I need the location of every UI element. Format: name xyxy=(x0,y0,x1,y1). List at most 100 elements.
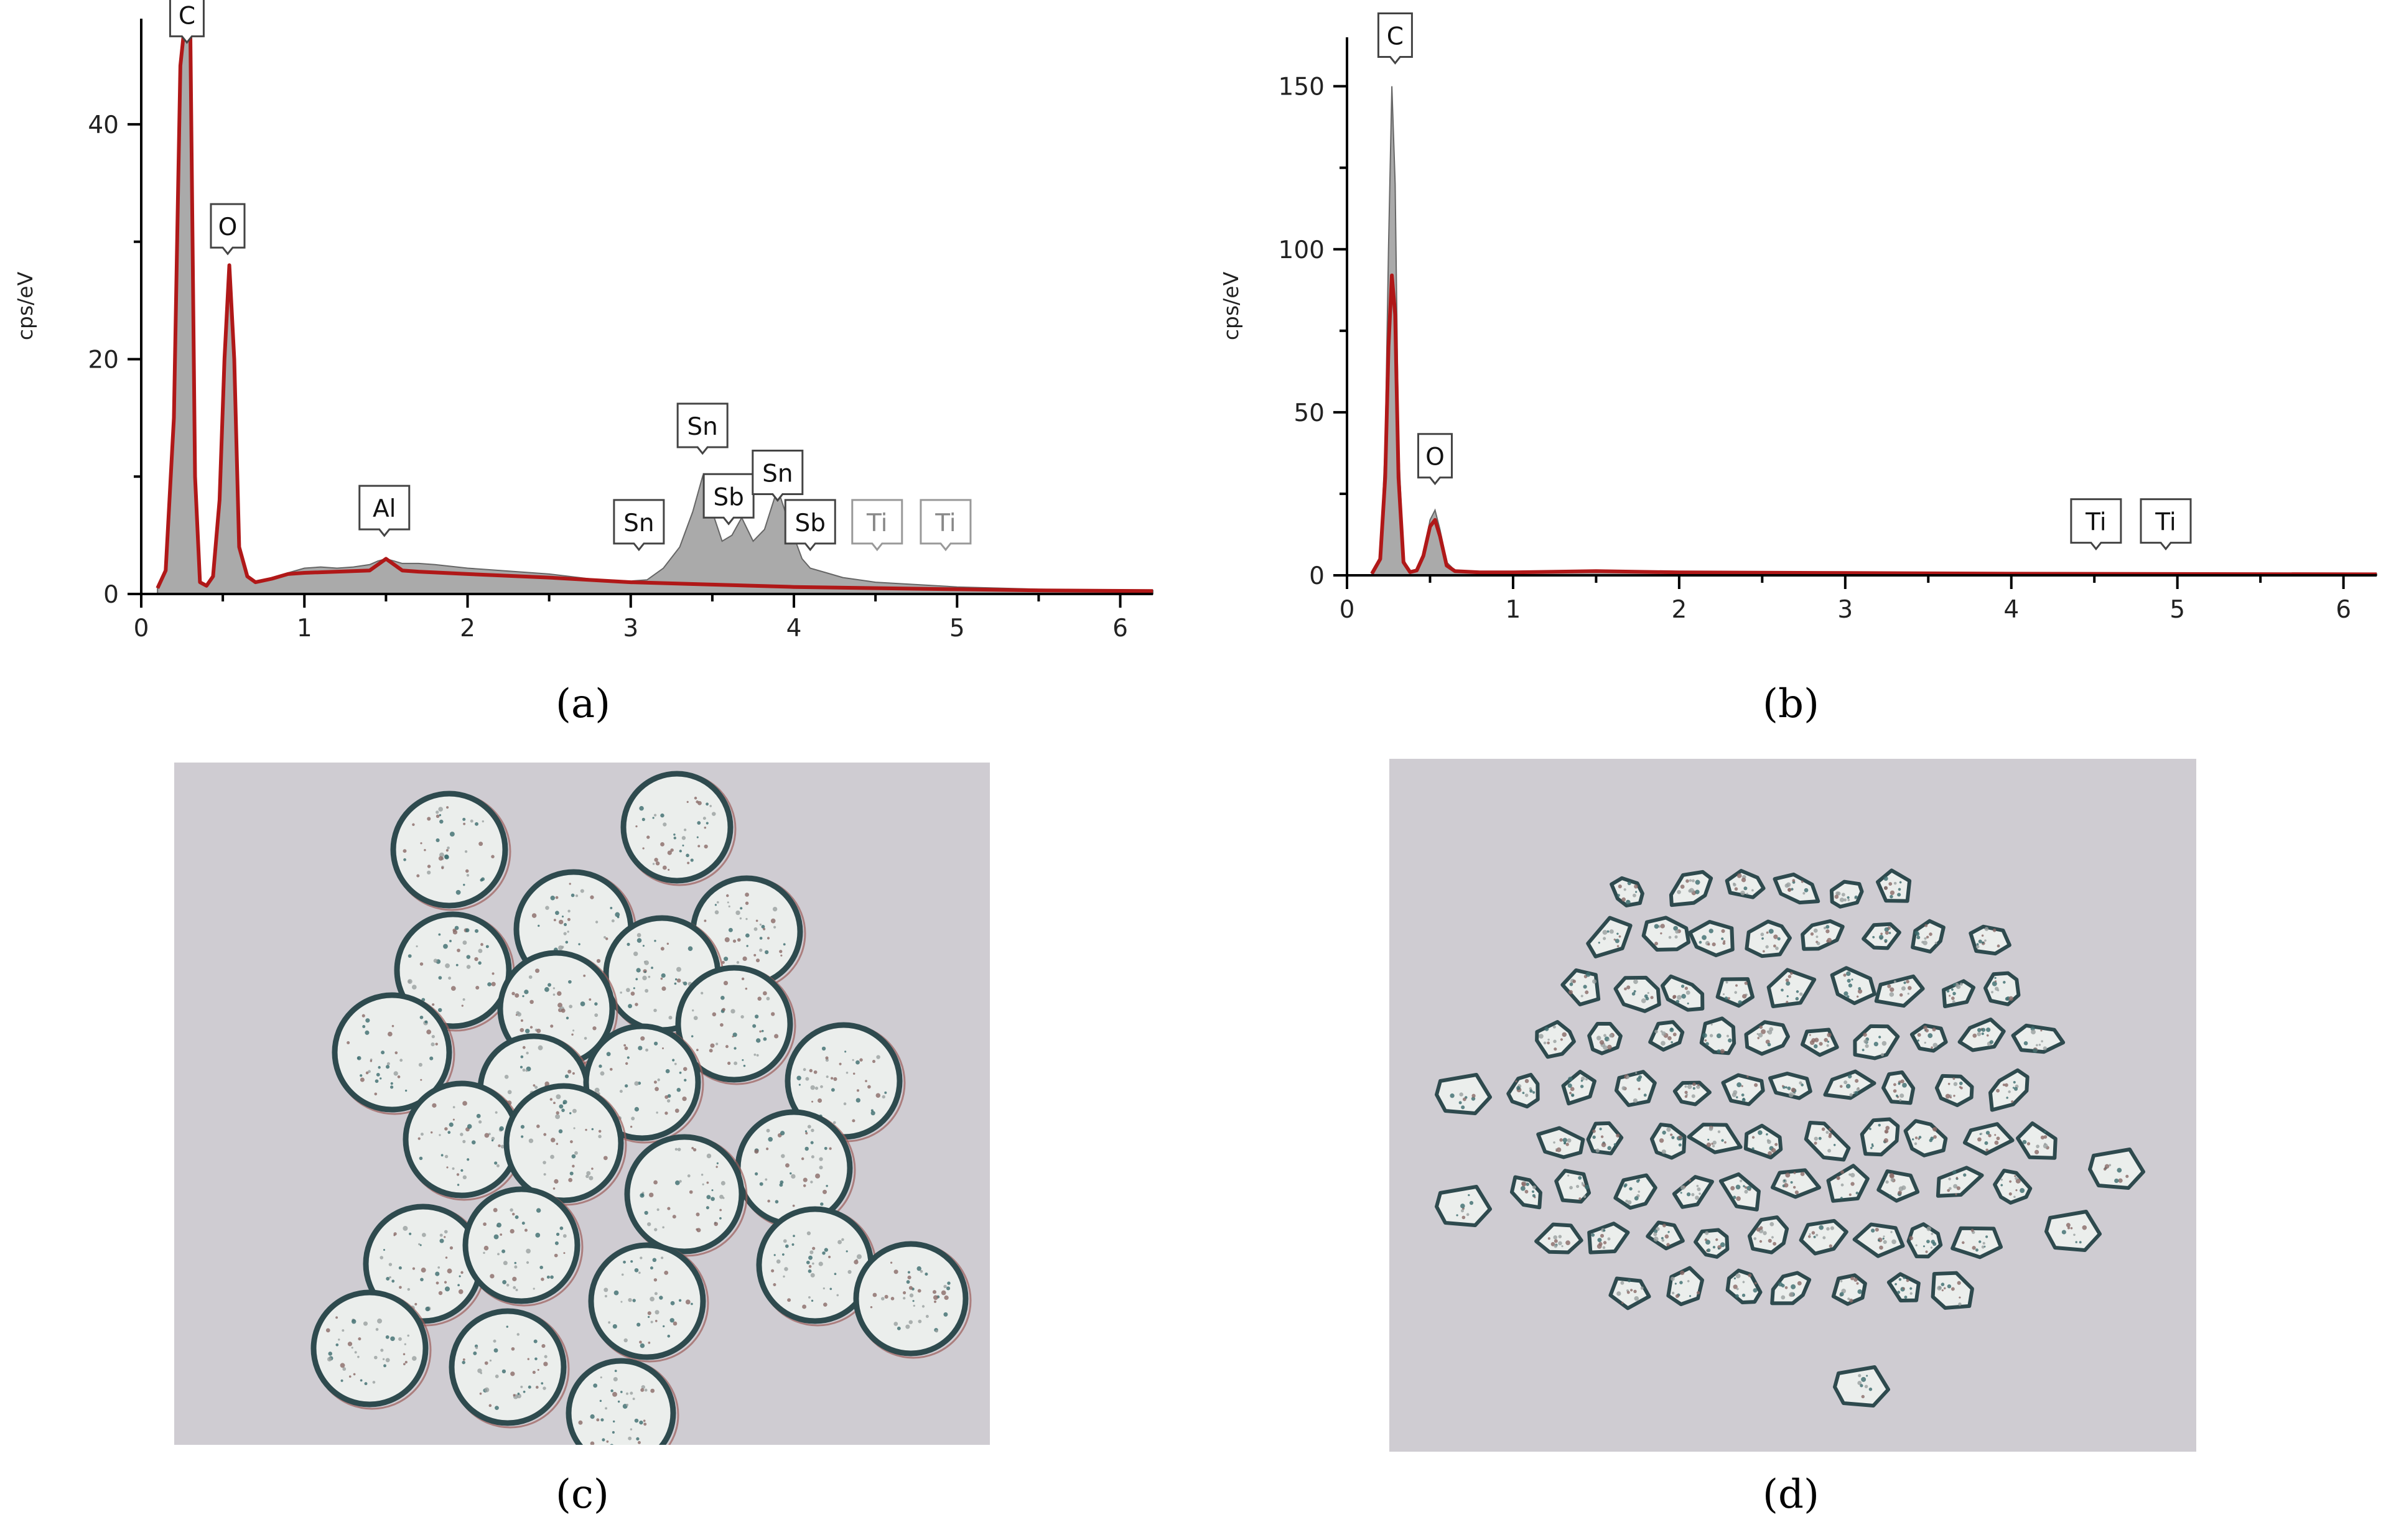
peak-label-box xyxy=(784,499,836,552)
peak-label: Sn xyxy=(613,499,665,552)
irregular-particle xyxy=(1874,974,1925,1008)
y-tick-label: 0 xyxy=(1309,562,1325,590)
panel-label-d: (d) xyxy=(1763,1472,1819,1518)
x-tick-label: 4 xyxy=(786,615,802,642)
panel-label-a: (a) xyxy=(556,681,611,727)
micrograph-spherical-particles xyxy=(174,763,990,1445)
irregular-particle xyxy=(1852,1222,1905,1258)
spherical-particle xyxy=(332,992,455,1115)
irregular-particle xyxy=(1614,1070,1657,1107)
spectrum-line-series xyxy=(1370,273,2377,577)
y-tick-label: 40 xyxy=(88,111,119,139)
irregular-particle xyxy=(1648,1020,1685,1052)
irregular-particle xyxy=(1610,876,1644,907)
irregular-particle xyxy=(2044,1210,2102,1252)
irregular-particle xyxy=(1862,922,1901,950)
irregular-particle xyxy=(2011,1023,2066,1054)
spectrum-line-series xyxy=(156,17,1154,593)
irregular-particle xyxy=(1934,1074,1974,1107)
peak-label-text: C xyxy=(1387,22,1404,50)
x-tick-label: 2 xyxy=(460,615,475,642)
spherical-particle xyxy=(566,1358,679,1445)
x-tick-label: 4 xyxy=(2003,596,2019,624)
irregular-particle xyxy=(1876,1169,1920,1203)
panel-label-c: (c) xyxy=(556,1472,609,1518)
irregular-particle xyxy=(1646,1220,1685,1251)
irregular-particle xyxy=(1506,1072,1540,1109)
x-tick-label: 1 xyxy=(1506,596,1521,624)
peak-label: O xyxy=(210,203,246,256)
irregular-particle xyxy=(1536,1126,1585,1159)
peak-label-box xyxy=(358,485,411,537)
irregular-particle xyxy=(1801,1027,1839,1057)
irregular-particle xyxy=(1586,1121,1624,1156)
irregular-particle xyxy=(1993,1169,2033,1205)
spherical-particle xyxy=(588,1242,709,1363)
irregular-particle xyxy=(1773,872,1820,905)
peak-label: Sb xyxy=(702,473,755,526)
irregular-particle xyxy=(1608,1276,1651,1310)
peak-label: C xyxy=(1377,12,1413,65)
irregular-particle xyxy=(1725,1268,1763,1305)
irregular-particle xyxy=(1743,1123,1783,1160)
peak-label-box xyxy=(752,450,804,502)
peak-label-box xyxy=(169,0,205,44)
irregular-particle xyxy=(1831,1273,1867,1306)
peak-label-box xyxy=(2070,498,2122,550)
irregular-particle xyxy=(1799,1218,1848,1256)
peak-label: Ti xyxy=(851,499,903,552)
spherical-particle xyxy=(620,771,737,886)
peak-label: Sn xyxy=(676,402,729,455)
irregular-particle xyxy=(1936,1166,1984,1198)
irregular-particle xyxy=(1801,919,1845,951)
irregular-particle xyxy=(1768,1072,1812,1100)
peak-label: Sb xyxy=(784,499,836,552)
y-tick-label: 150 xyxy=(1279,73,1325,101)
irregular-particle xyxy=(1942,979,1975,1009)
irregular-particle xyxy=(1587,1222,1630,1255)
irregular-particle xyxy=(1688,919,1735,957)
spherical-particle xyxy=(449,1308,570,1429)
x-tick-label: 5 xyxy=(2170,596,2185,624)
peak-label: Ti xyxy=(2140,498,2192,550)
irregular-particle xyxy=(1613,1173,1657,1210)
y-tick-label: 100 xyxy=(1279,236,1325,264)
x-tick-label: 2 xyxy=(1671,596,1687,624)
irregular-particle xyxy=(1561,1069,1596,1106)
peak-label-text: O xyxy=(1425,443,1445,471)
irregular-particle xyxy=(1906,1222,1943,1259)
peak-label-text: Ti xyxy=(2155,509,2176,537)
irregular-particle xyxy=(1881,1070,1916,1105)
irregular-particle xyxy=(1830,966,1877,1005)
y-tick-label: 20 xyxy=(88,346,119,374)
irregular-particle xyxy=(1951,1226,2003,1259)
peak-label-text: Ti xyxy=(2085,509,2106,537)
irregular-particle xyxy=(1962,1122,2015,1156)
micrograph-irregular-particles xyxy=(1389,759,2196,1452)
peak-label-text: Ti xyxy=(866,509,887,537)
y-tick-label: 0 xyxy=(103,581,119,609)
peak-label-box xyxy=(920,499,972,552)
irregular-particle xyxy=(1804,1121,1851,1162)
irregular-particle xyxy=(1911,919,1946,954)
irregular-particle xyxy=(1554,1169,1592,1204)
irregular-particle xyxy=(1661,974,1705,1012)
irregular-particle xyxy=(1718,1172,1761,1212)
x-tick-label: 1 xyxy=(297,615,312,642)
irregular-particle xyxy=(1613,975,1661,1013)
x-tick-label: 0 xyxy=(134,615,149,642)
spherical-particle xyxy=(853,1241,972,1359)
irregular-particle xyxy=(1587,1021,1623,1055)
panel-label-b: (b) xyxy=(1763,681,1819,727)
spherical-particle xyxy=(390,791,511,911)
peak-label: C xyxy=(169,0,205,44)
spherical-particle xyxy=(675,965,796,1085)
x-tick-label: 6 xyxy=(1112,615,1128,642)
peak-label-box xyxy=(676,402,729,455)
peak-label-box xyxy=(851,499,903,552)
irregular-particle xyxy=(1560,968,1601,1007)
irregular-particle xyxy=(1853,1024,1900,1060)
irregular-particle xyxy=(1957,1017,2006,1052)
